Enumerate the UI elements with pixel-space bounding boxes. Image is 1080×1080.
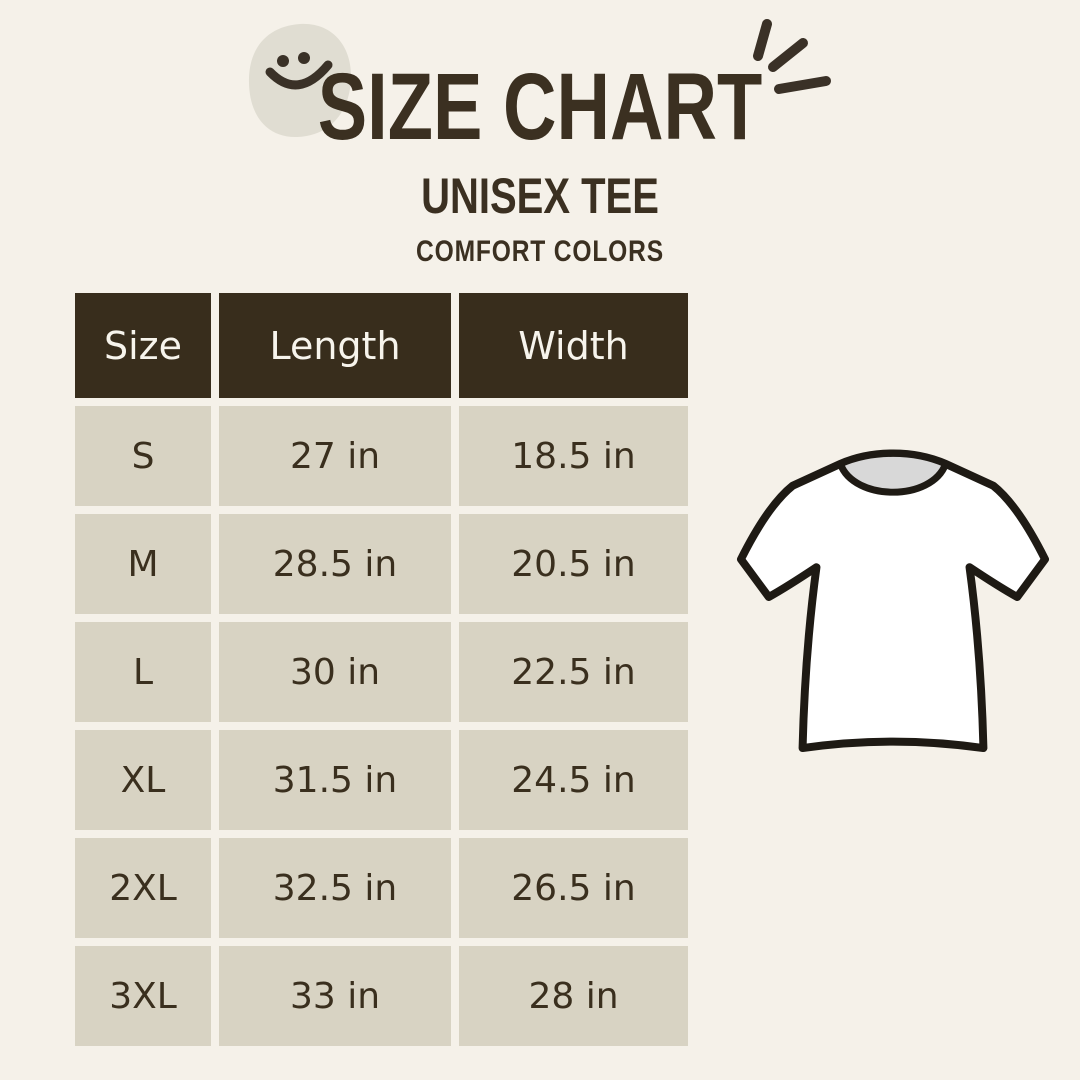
length-cell: 30 in [219,622,451,722]
length-cell: 32.5 in [219,838,451,938]
header-cell-size: Size [75,293,211,398]
table-row: L 30 in 22.5 in [75,622,688,722]
product-subtitle: UNISEX TEE [421,168,659,224]
table-row: XL 31.5 in 24.5 in [75,730,688,830]
page-title: SIZE CHART [317,54,763,160]
t-shirt-illustration [736,449,1050,753]
size-cell: 3XL [75,946,211,1046]
width-cell: 28 in [459,946,688,1046]
size-cell: L [75,622,211,722]
length-cell: 31.5 in [219,730,451,830]
size-table: Size Length Width S 27 in 18.5 in M 28.5… [67,285,696,1054]
size-cell: 2XL [75,838,211,938]
size-cell: XL [75,730,211,830]
sparkle-dashes-icon [753,19,831,94]
length-cell: 33 in [219,946,451,1046]
smiley-face-icon [248,23,352,138]
width-cell: 26.5 in [459,838,688,938]
size-cell: S [75,406,211,506]
size-cell: M [75,514,211,614]
length-cell: 28.5 in [219,514,451,614]
brand-label: COMFORT COLORS [416,235,664,268]
length-cell: 27 in [219,406,451,506]
header-cell-length: Length [219,293,451,398]
header-cell-width: Width [459,293,688,398]
table-row: M 28.5 in 20.5 in [75,514,688,614]
width-cell: 22.5 in [459,622,688,722]
width-cell: 18.5 in [459,406,688,506]
table-row: S 27 in 18.5 in [75,406,688,506]
table-row: 3XL 33 in 28 in [75,946,688,1046]
table-row: 2XL 32.5 in 26.5 in [75,838,688,938]
width-cell: 20.5 in [459,514,688,614]
width-cell: 24.5 in [459,730,688,830]
table-header-row: Size Length Width [75,293,688,398]
